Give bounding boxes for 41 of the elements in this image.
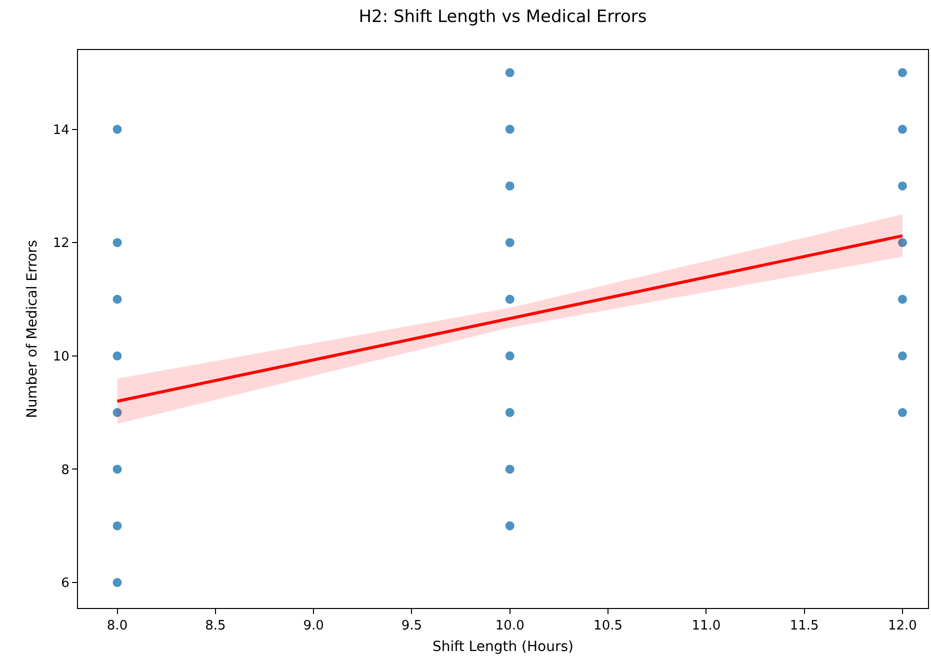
point bbox=[505, 351, 514, 360]
point bbox=[898, 351, 907, 360]
point bbox=[505, 408, 514, 418]
point bbox=[505, 181, 514, 190]
point bbox=[112, 521, 122, 530]
y-tick-label: 12 bbox=[52, 236, 70, 252]
point bbox=[898, 408, 907, 418]
x-tick-label: 9.5 bbox=[401, 618, 422, 634]
point bbox=[505, 68, 514, 78]
point bbox=[505, 294, 514, 304]
point bbox=[898, 181, 907, 190]
point bbox=[112, 294, 122, 304]
point bbox=[112, 238, 122, 248]
point bbox=[898, 238, 907, 248]
y-tick-label: 6 bbox=[61, 576, 70, 592]
point bbox=[112, 351, 122, 360]
point bbox=[505, 124, 514, 134]
point bbox=[112, 578, 122, 588]
point bbox=[112, 408, 122, 418]
y-tick-label: 14 bbox=[52, 122, 70, 138]
point bbox=[898, 68, 907, 78]
point bbox=[505, 238, 514, 248]
point bbox=[505, 521, 514, 530]
y-tick-label: 8 bbox=[61, 462, 70, 478]
x-tick-label: 10.0 bbox=[495, 618, 524, 634]
point bbox=[898, 124, 907, 134]
x-tick-label: 8.0 bbox=[106, 618, 128, 634]
x-tick-label: 12.0 bbox=[888, 618, 917, 634]
point bbox=[898, 294, 907, 304]
chart-title: H2: Shift Length vs Medical Errors bbox=[358, 6, 647, 27]
point bbox=[505, 464, 514, 474]
point bbox=[112, 464, 122, 474]
y-axis-title: Number of Medical Errors bbox=[24, 240, 40, 418]
x-axis-title: Shift Length (Hours) bbox=[432, 638, 574, 655]
x-tick-label: 11.0 bbox=[692, 618, 721, 634]
y-tick-label: 10 bbox=[52, 349, 70, 364]
x-tick-label: 9.0 bbox=[303, 618, 324, 634]
point bbox=[112, 124, 122, 134]
x-tick-label: 8.5 bbox=[205, 618, 226, 634]
x-tick-label: 10.5 bbox=[594, 618, 622, 634]
x-tick-label: 11.5 bbox=[790, 618, 819, 634]
